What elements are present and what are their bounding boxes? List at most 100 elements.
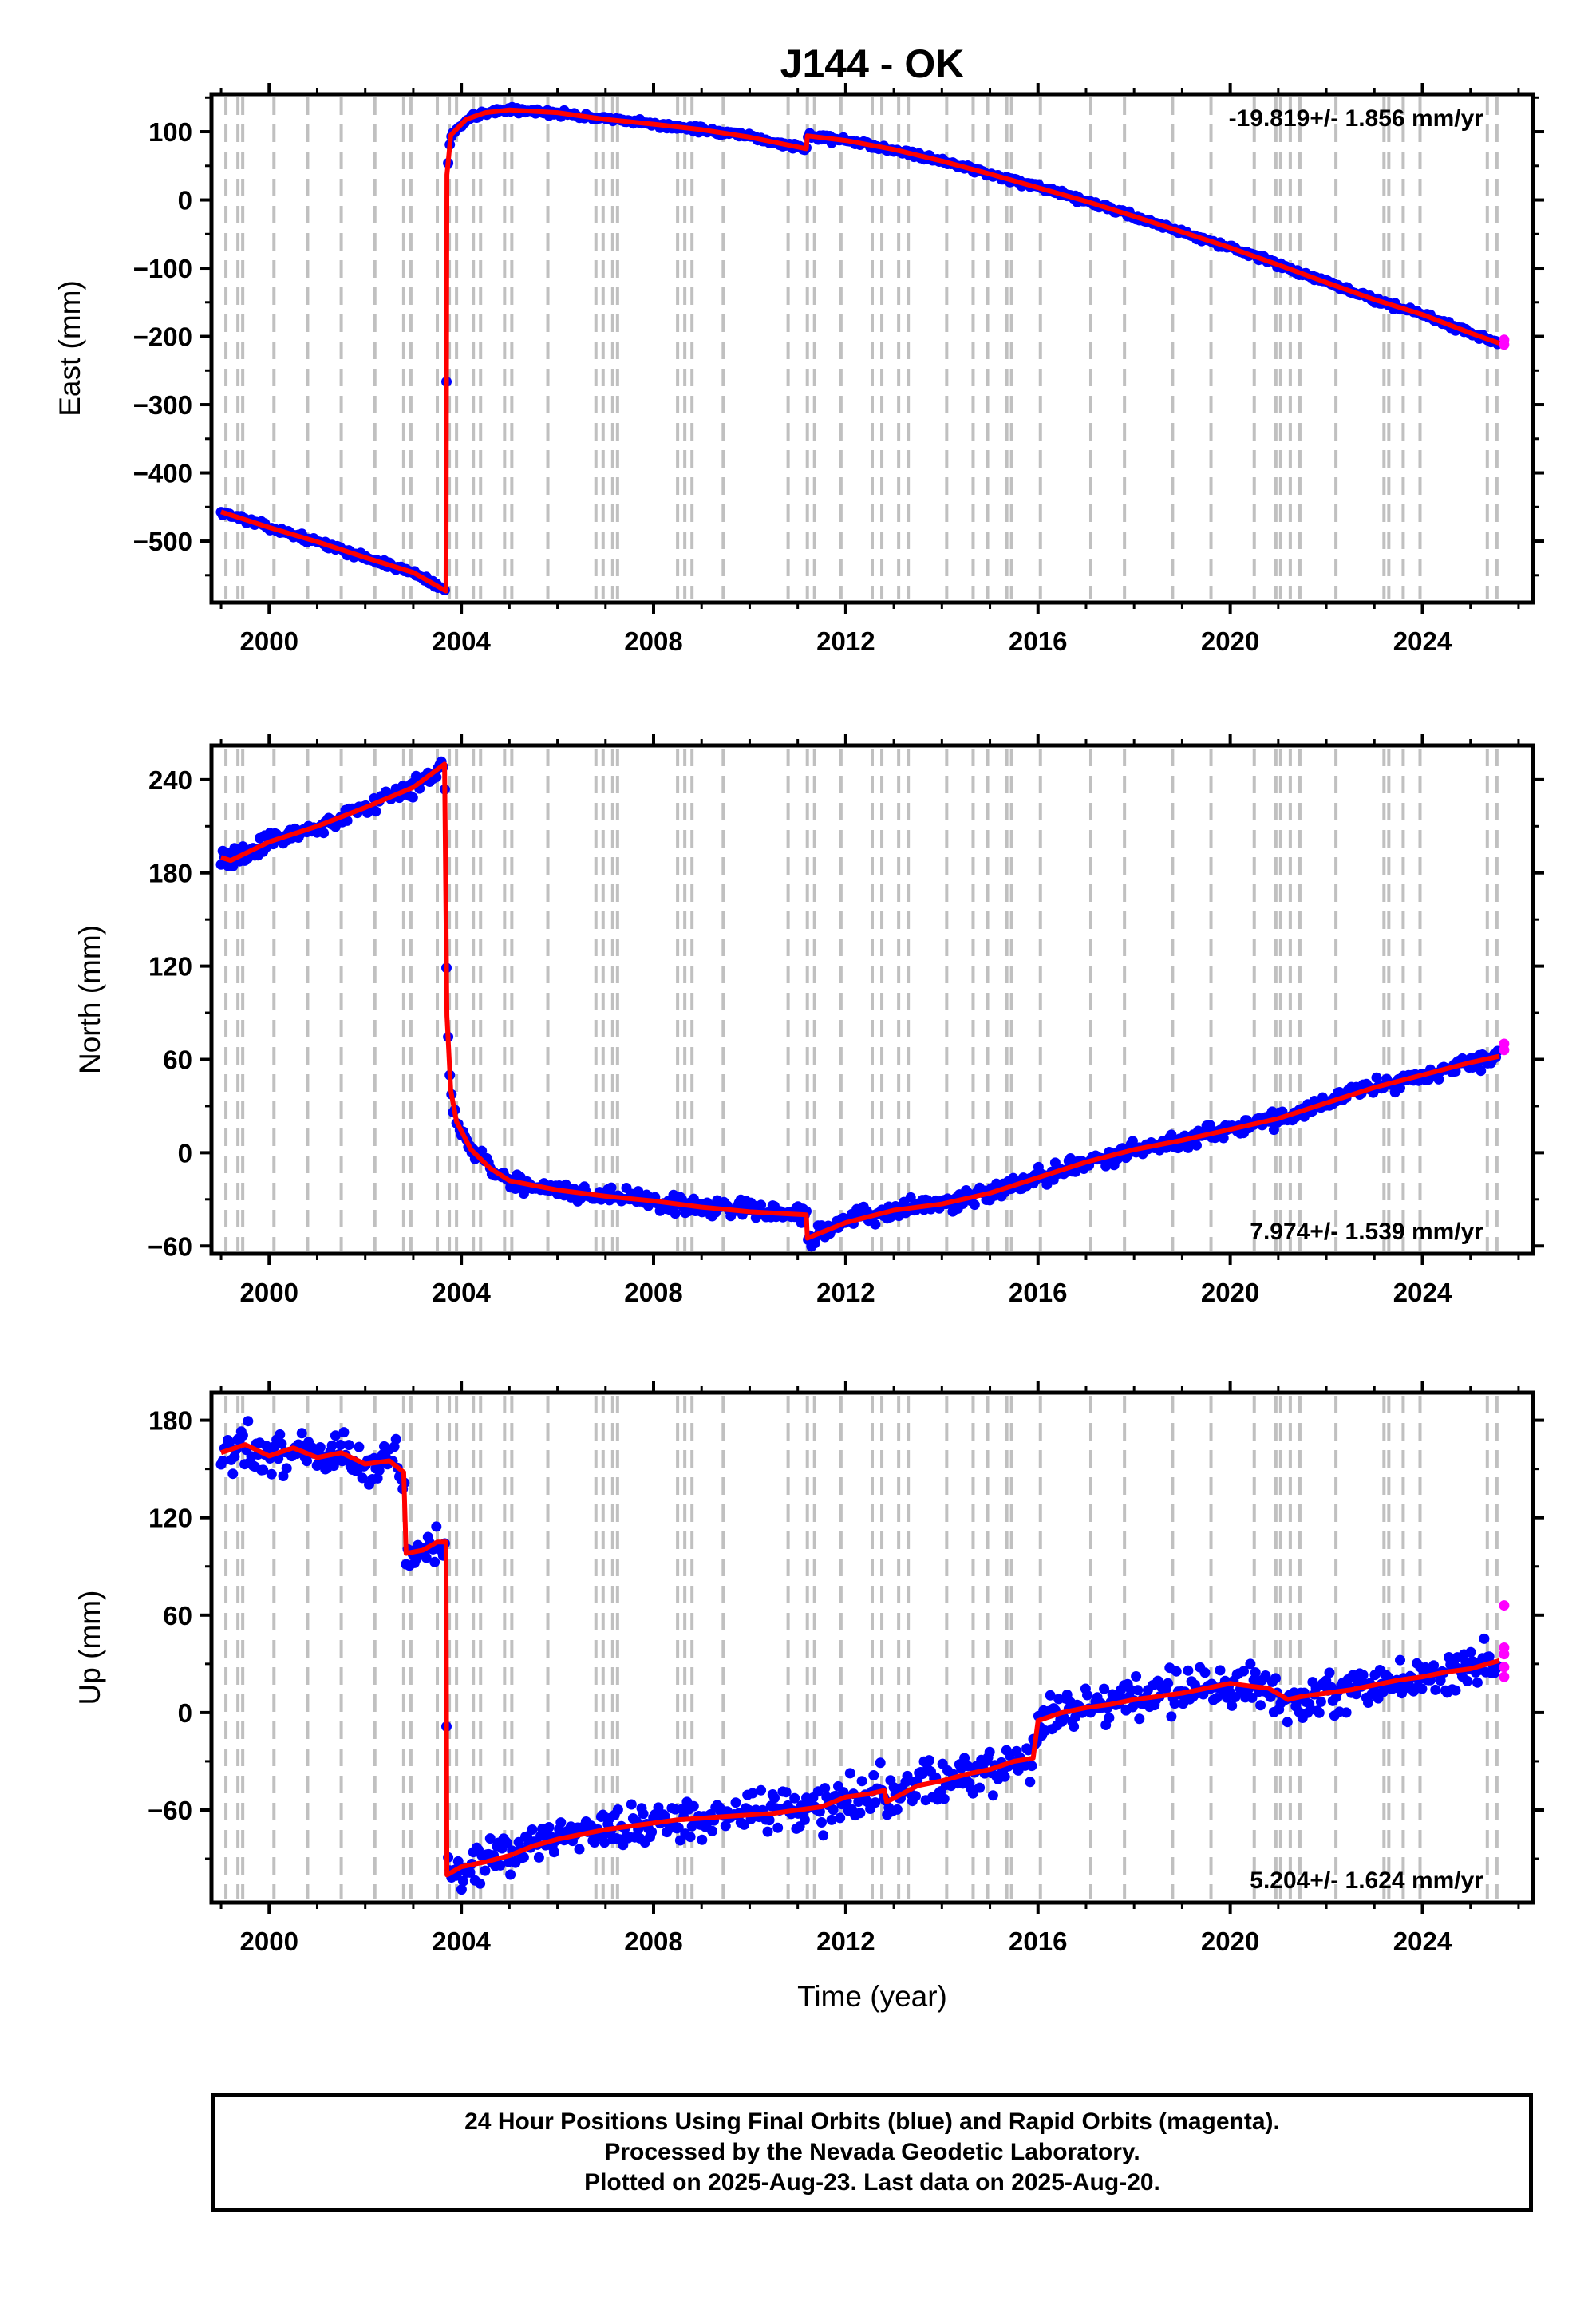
data-point [844, 1768, 855, 1779]
y-tick-label: 120 [148, 1504, 192, 1533]
data-point [275, 1429, 286, 1440]
data-point [543, 1822, 555, 1832]
y-tick-label: 0 [178, 1138, 192, 1168]
y-tick-label: −500 [133, 527, 192, 556]
y-tick-label: −60 [148, 1231, 192, 1261]
data-point [370, 806, 381, 817]
panel-2: 240 180 120 60 0 −60 2000 2004 2008 2012 2016 2020 2… [73, 734, 1544, 1307]
rate-label: -19.819+/- 1.856 mm/yr [1229, 105, 1484, 132]
data-point [276, 1438, 287, 1449]
data-point [856, 1776, 867, 1787]
chart-title: J144 - OK [780, 41, 965, 86]
data-point [1023, 1745, 1034, 1756]
data-point [296, 1428, 307, 1439]
data-point [1238, 1666, 1249, 1677]
data-point [1191, 1140, 1202, 1151]
data-point [1104, 1713, 1115, 1723]
panel-frame [209, 743, 1535, 1256]
data-point [673, 1822, 684, 1833]
data-point [1025, 1777, 1036, 1788]
data-point [1246, 1692, 1258, 1703]
footer-line-2: Processed by the Nevada Geodetic Laborat… [604, 2139, 1140, 2165]
data-point [555, 1817, 567, 1828]
data-point [1127, 1136, 1138, 1147]
data-point [1069, 1721, 1080, 1732]
data-point [548, 1847, 559, 1858]
data-point [302, 1456, 312, 1467]
model-line [220, 761, 1500, 1241]
data-point [855, 1808, 866, 1819]
data-point [354, 1441, 365, 1452]
footer-line-3: Plotted on 2025-Aug-23. Last data on 202… [584, 2169, 1160, 2195]
data-point [1282, 1717, 1293, 1728]
data-point [747, 1788, 758, 1799]
footer-box: 24 Hour Positions Using Final Orbits (bl… [211, 2093, 1533, 2212]
data-point [756, 1784, 767, 1796]
data-point [1324, 1667, 1335, 1678]
data-point [429, 1556, 440, 1567]
data-point [1363, 1697, 1373, 1708]
data-point [1428, 1660, 1440, 1671]
data-point [1255, 1700, 1266, 1711]
data-point [1315, 1696, 1326, 1707]
rapid-point [1499, 1671, 1510, 1682]
data-point [390, 1433, 401, 1445]
panel-frame [209, 92, 1535, 605]
x-tick-label: 2016 [1009, 1927, 1067, 1956]
data-point [1435, 1675, 1446, 1686]
data-point [527, 1824, 538, 1835]
data-point [1430, 1684, 1441, 1695]
data-point [343, 1440, 354, 1451]
data-point [217, 1456, 228, 1467]
y-tick-label: 60 [163, 1045, 192, 1074]
data-point [826, 1814, 837, 1825]
data-point [1099, 1683, 1110, 1694]
data-point [1357, 1670, 1369, 1681]
data-point [984, 1746, 995, 1757]
rapid-point [1499, 1038, 1510, 1049]
data-point [969, 1199, 980, 1211]
data-point [227, 1468, 239, 1480]
x-tick-label: 2004 [432, 1927, 491, 1956]
data-point [1462, 1675, 1473, 1686]
x-axis-label: Time (year) [797, 1980, 947, 2013]
data-point [328, 1460, 339, 1472]
data-point [685, 1832, 696, 1843]
x-tick-label: 2004 [432, 626, 491, 656]
data-point [505, 1869, 516, 1880]
x-tick-label: 2024 [1393, 626, 1452, 656]
data-point [1371, 1072, 1382, 1083]
data-point [938, 1793, 950, 1804]
data-point [1199, 1667, 1211, 1678]
data-point [868, 1770, 879, 1780]
y-axis-label: North (mm) [73, 925, 106, 1074]
data-point [452, 1856, 464, 1867]
y-tick-label: 180 [148, 859, 192, 888]
data-point [891, 1804, 903, 1815]
data-point [484, 1833, 496, 1844]
data-point [756, 1199, 767, 1211]
y-axis-label: Up (mm) [73, 1591, 106, 1705]
data-point [828, 1804, 839, 1816]
data-point [533, 1852, 544, 1863]
data-point [338, 1427, 350, 1438]
data-point [1433, 1073, 1444, 1085]
data-point [1270, 1673, 1281, 1684]
y-tick-label: 60 [163, 1601, 192, 1630]
data-point [456, 1884, 467, 1895]
data-point [357, 1472, 368, 1484]
data-point [1395, 1654, 1405, 1666]
data-point [626, 1799, 637, 1810]
data-point [1082, 1690, 1092, 1701]
x-tick-label: 2012 [816, 1278, 875, 1307]
data-point [281, 1463, 292, 1474]
data-point [816, 1817, 827, 1828]
data-point [1227, 1700, 1238, 1711]
y-tick-label: 120 [148, 952, 192, 982]
data-point [780, 1787, 792, 1798]
data-point [1245, 1658, 1256, 1670]
data-point [962, 1761, 974, 1772]
data-point [574, 1844, 585, 1855]
data-point [1215, 1665, 1226, 1676]
x-tick-label: 2016 [1009, 1278, 1067, 1307]
